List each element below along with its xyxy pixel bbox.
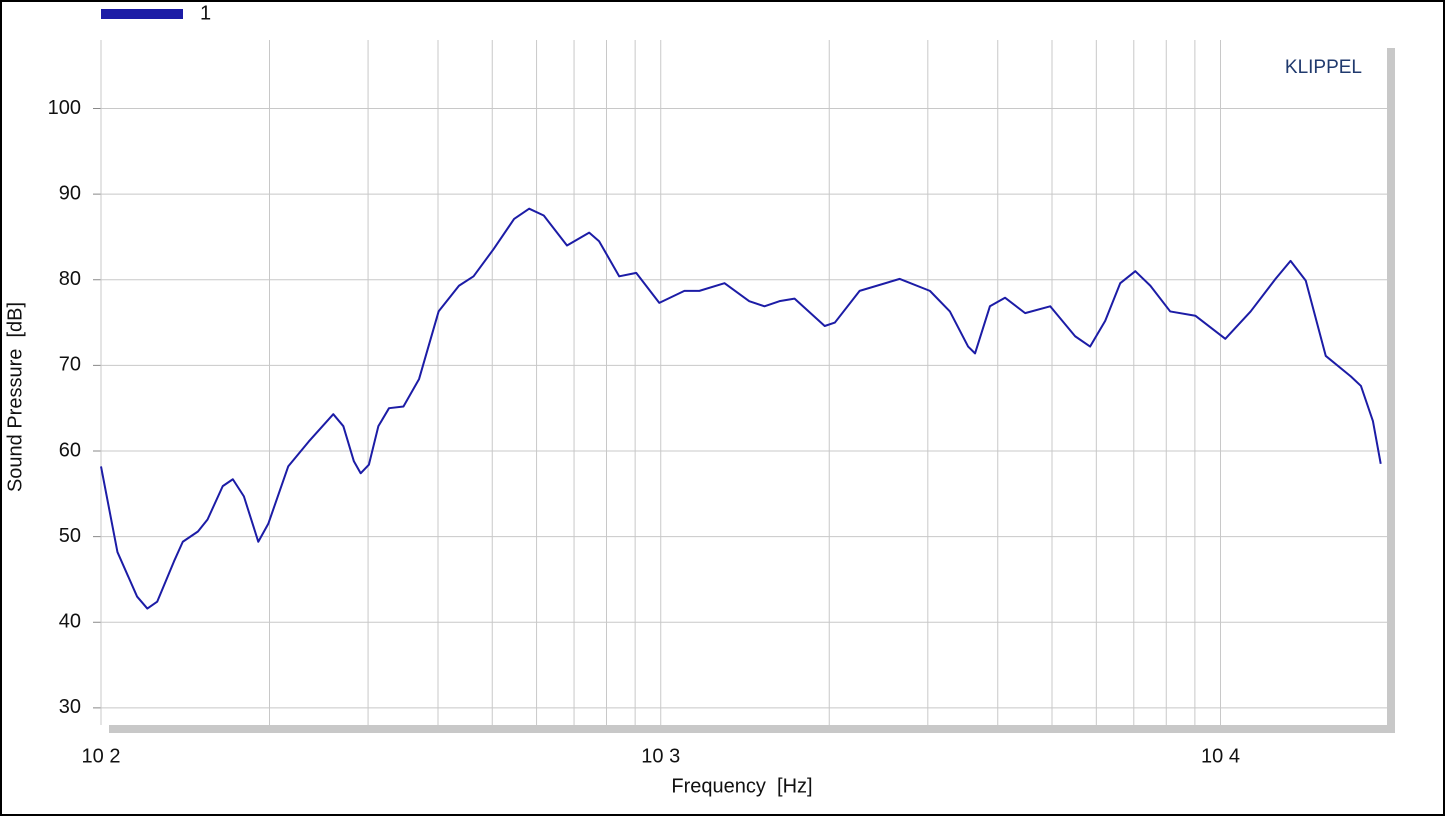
grid (93, 40, 1389, 725)
y-axis-label: Sound Pressure [dB] (4, 302, 26, 492)
plot (100, 207, 1382, 610)
x-tick-label: 10 2 (82, 745, 121, 767)
y-tick-label: 40 (59, 611, 81, 633)
plot-shadow-bottom (109, 725, 1395, 733)
y-tick-label: 80 (59, 268, 81, 290)
y-tick-label: 50 (59, 525, 81, 547)
plot-shadow-right (1387, 48, 1395, 733)
y-tick-label: 100 (48, 97, 81, 119)
x-tick-label: 10 3 (641, 745, 680, 767)
y-tick-label: 60 (59, 439, 81, 461)
legend-swatch (101, 9, 183, 19)
y-tick-label: 30 (59, 696, 81, 718)
series-line (100, 207, 1382, 610)
y-tick-label: 90 (59, 182, 81, 204)
annotation: KLIPPEL (1285, 57, 1362, 78)
x-tick-label: 10 4 (1201, 745, 1240, 767)
legend-label: 1 (200, 2, 211, 24)
x-axis-label: Frequency [Hz] (671, 775, 812, 797)
y-tick-label: 70 (59, 354, 81, 376)
